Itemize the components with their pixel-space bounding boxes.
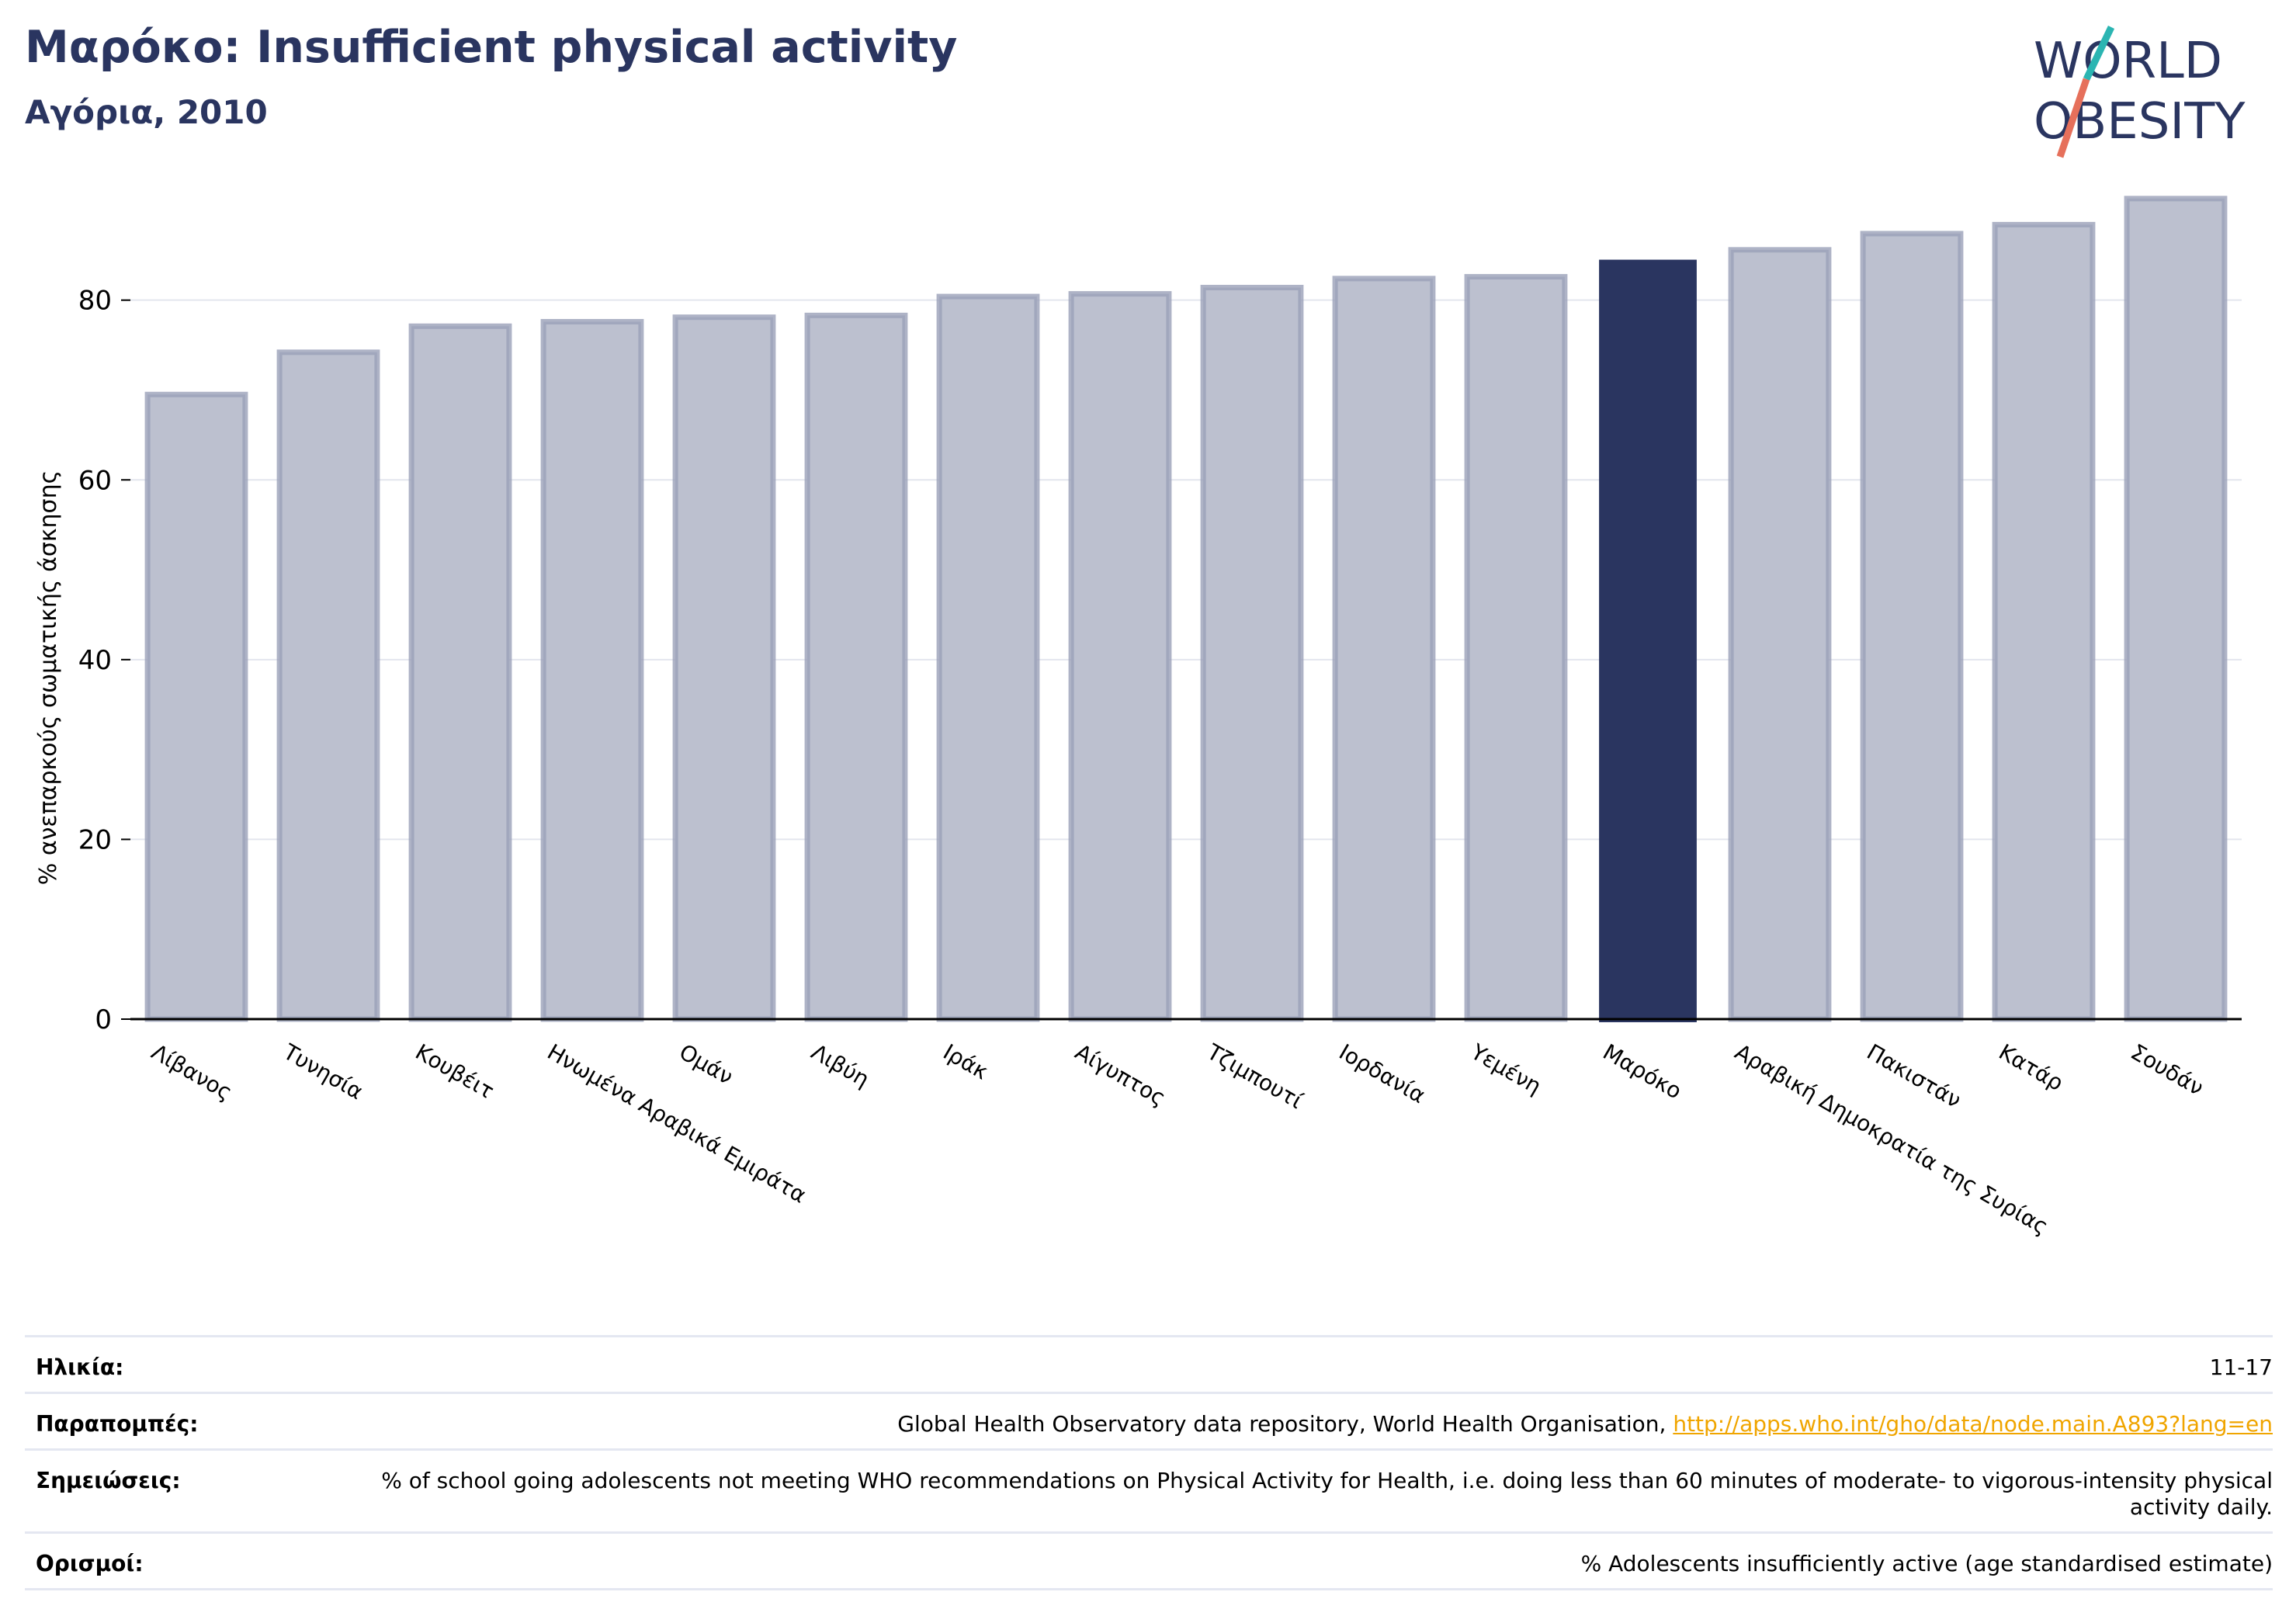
references-text: Global Health Observatory data repositor… <box>897 1411 1673 1437</box>
page-title: Μαρόκο: Insufficient physical activity <box>25 22 958 73</box>
y-tick-label: 60 <box>78 465 112 496</box>
definitions-value: % Adolescents insufficiently active (age… <box>1580 1551 2273 1576</box>
info-row-references: Παραπομπές: Global Health Observatory da… <box>25 1392 2273 1448</box>
info-row-age: Ηλικία: 11-17 <box>25 1335 2273 1392</box>
world-obesity-logo: WORLD OBESITY <box>2034 26 2246 158</box>
logo-slash-teal <box>2083 26 2115 81</box>
age-value: 11-17 <box>2209 1354 2273 1380</box>
x-tick-label: Τυνησία <box>279 1039 368 1105</box>
x-tick-label: Λίβανος <box>147 1039 237 1105</box>
info-table: Ηλικία: 11-17 Παραπομπές: Global Health … <box>25 1335 2273 1590</box>
y-tick-label: 20 <box>78 824 112 855</box>
x-tick-label: Αίγυπτος <box>1071 1039 1171 1111</box>
y-tick-label: 0 <box>95 1004 112 1035</box>
bar <box>408 323 512 1022</box>
bar <box>2124 196 2228 1022</box>
bar <box>1728 247 1832 1022</box>
bar-chart: 0 20 40 60 80 % ανεπαρκούς σωματικής άσκησης Λ… <box>35 196 2242 1240</box>
x-tick-label: Ομάν <box>675 1039 738 1090</box>
y-tick-label: 80 <box>78 286 112 317</box>
notes-label: Σημειώσεις: <box>36 1468 181 1493</box>
y-tick-label: 40 <box>78 645 112 676</box>
x-tick-label: Ιορδανία <box>1335 1039 1430 1108</box>
references-link[interactable]: http://apps.who.int/gho/data/node.main.A… <box>1673 1411 2273 1437</box>
x-tick-label: Πακιστάν <box>1863 1039 1966 1113</box>
age-label: Ηλικία: <box>36 1354 124 1380</box>
definitions-label: Ορισμοί: <box>36 1551 144 1576</box>
x-tick-label: Λιβύη <box>807 1039 874 1092</box>
references-value: Global Health Observatory data repositor… <box>897 1405 2273 1437</box>
notes-value: % of school going adolescents not meetin… <box>381 1468 2273 1520</box>
bar <box>804 312 908 1022</box>
info-row-definitions: Ορισμοί: % Adolescents insufficiently ac… <box>25 1531 2273 1590</box>
x-tick-label: Ιράκ <box>939 1039 993 1084</box>
bar <box>144 391 248 1022</box>
bar-highlighted <box>1599 259 1697 1022</box>
bar <box>1992 221 2096 1022</box>
y-axis-label: % ανεπαρκούς σωματικής άσκησης <box>35 470 62 885</box>
x-tick-label: Τζιμπουτί <box>1202 1039 1308 1114</box>
logo-slash-coral <box>2056 78 2090 158</box>
x-tick-label: Σουδάν <box>2127 1039 2208 1101</box>
x-tick-label: Υεμένη <box>1466 1039 1546 1099</box>
x-tick-label: Κατάρ <box>1995 1039 2068 1096</box>
x-tick-label: Κουβέιτ <box>411 1039 499 1104</box>
bar <box>672 314 776 1022</box>
x-tick-label: Μαρόκο <box>1599 1039 1687 1104</box>
bar <box>1860 231 1964 1022</box>
bar <box>1200 284 1304 1022</box>
references-label: Παραπομπές: <box>36 1411 199 1437</box>
bar <box>936 293 1040 1022</box>
info-row-notes: Σημειώσεις: % of school going adolescent… <box>25 1448 2273 1531</box>
bar <box>1464 274 1568 1022</box>
x-tick-label: Ηνωμένα Αραβικά Εμιράτα <box>543 1039 811 1208</box>
bar <box>1332 276 1436 1022</box>
bar <box>276 349 380 1022</box>
page-subtitle: Αγόρια, 2010 <box>25 93 268 131</box>
bar <box>1068 291 1172 1022</box>
bar <box>540 318 644 1022</box>
logo-text-world: WORLD <box>2034 33 2222 90</box>
